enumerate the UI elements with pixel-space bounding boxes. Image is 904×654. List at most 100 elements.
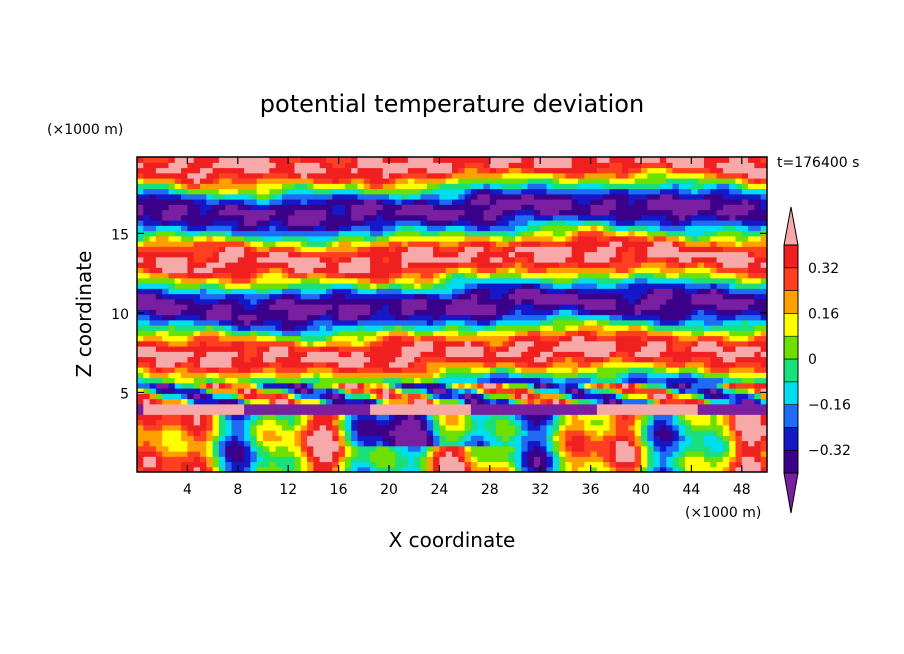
contour-cell	[533, 277, 541, 284]
contour-cell	[439, 256, 447, 263]
contour-cell	[628, 298, 636, 305]
contour-cell	[149, 293, 157, 300]
contour-cell	[445, 445, 453, 452]
contour-cell	[218, 398, 226, 405]
contour-cell	[357, 230, 365, 237]
contour-cell	[137, 451, 144, 457]
contour-cell	[735, 461, 743, 468]
contour-cell	[281, 351, 289, 358]
contour-cell	[319, 398, 327, 405]
contour-cell	[716, 319, 724, 326]
contour-cell	[193, 340, 201, 347]
contour-cell	[370, 272, 377, 279]
contour-cell	[596, 456, 604, 463]
contour-cell	[515, 272, 522, 279]
contour-cell	[357, 241, 365, 247]
contour-cell	[143, 309, 151, 316]
contour-cell	[231, 283, 239, 289]
contour-cell	[407, 445, 415, 452]
contour-cell	[508, 241, 516, 247]
contour-cell	[647, 241, 655, 247]
contour-cell	[628, 361, 636, 368]
contour-cell	[319, 393, 327, 400]
contour-cell	[218, 246, 226, 253]
contour-cell	[685, 262, 692, 268]
contour-cell	[470, 209, 478, 216]
contour-cell	[647, 398, 655, 405]
contour-cell	[162, 209, 170, 216]
contour-cell	[483, 241, 491, 247]
contour-cell	[363, 388, 371, 394]
contour-cell	[206, 430, 214, 436]
contour-cell	[565, 309, 573, 316]
contour-cell	[571, 262, 579, 268]
contour-cell	[496, 225, 503, 232]
contour-cell	[729, 309, 737, 316]
contour-cell	[678, 351, 686, 358]
contour-cell	[666, 256, 674, 263]
contour-cell	[622, 398, 629, 405]
contour-cell	[515, 225, 522, 232]
contour-cell	[697, 430, 705, 436]
contour-cell	[426, 304, 434, 310]
contour-cell	[206, 393, 214, 400]
contour-cell	[609, 262, 617, 268]
contour-cell	[281, 225, 289, 232]
contour-cell	[691, 262, 699, 268]
contour-cell	[275, 451, 283, 457]
contour-cell	[250, 393, 258, 400]
contour-cell	[162, 304, 170, 310]
contour-cell	[407, 309, 415, 316]
contour-cell	[206, 293, 214, 300]
contour-cell	[483, 367, 491, 373]
contour-cell	[420, 414, 428, 421]
contour-cell	[452, 424, 459, 431]
contour-cell	[641, 461, 648, 468]
contour-cell	[666, 451, 674, 457]
contour-cell	[729, 225, 737, 232]
contour-cell	[603, 351, 611, 358]
contour-cell	[464, 230, 472, 237]
contour-cell	[143, 288, 151, 295]
contour-cell	[275, 445, 283, 452]
contour-cell	[357, 435, 365, 442]
contour-cell	[628, 388, 636, 394]
contour-cell	[275, 298, 283, 305]
contour-cell	[426, 346, 434, 352]
contour-cell	[590, 325, 598, 331]
contour-cell	[622, 435, 629, 442]
contour-cell	[672, 220, 680, 226]
contour-cell	[294, 267, 302, 274]
contour-cell	[552, 246, 560, 253]
contour-cell	[313, 424, 321, 431]
contour-cell	[609, 277, 617, 284]
contour-cell	[300, 388, 308, 394]
contour-cell	[143, 377, 151, 384]
contour-cell	[395, 246, 403, 253]
contour-cell	[433, 367, 440, 373]
contour-cell	[174, 430, 182, 436]
contour-cell	[653, 367, 661, 373]
contour-cell	[300, 398, 308, 405]
contour-cell	[174, 256, 182, 263]
contour-cell	[326, 235, 333, 242]
contour-cell	[596, 304, 604, 310]
contour-cell	[414, 424, 422, 431]
contour-cell	[533, 214, 541, 221]
contour-cell	[521, 346, 529, 352]
contour-cell	[458, 277, 466, 284]
contour-cell	[420, 293, 428, 300]
contour-cell	[174, 419, 182, 426]
contour-cell	[319, 288, 327, 295]
contour-cell	[181, 335, 188, 342]
contour-cell	[691, 288, 699, 295]
contour-cell	[546, 351, 554, 358]
contour-cell	[710, 293, 718, 300]
contour-cell	[470, 235, 478, 242]
contour-cell	[710, 272, 718, 279]
contour-cell	[691, 424, 699, 431]
contour-cell	[256, 445, 264, 452]
contour-cell	[622, 330, 629, 337]
contour-cell	[521, 293, 529, 300]
contour-cell	[193, 435, 201, 442]
